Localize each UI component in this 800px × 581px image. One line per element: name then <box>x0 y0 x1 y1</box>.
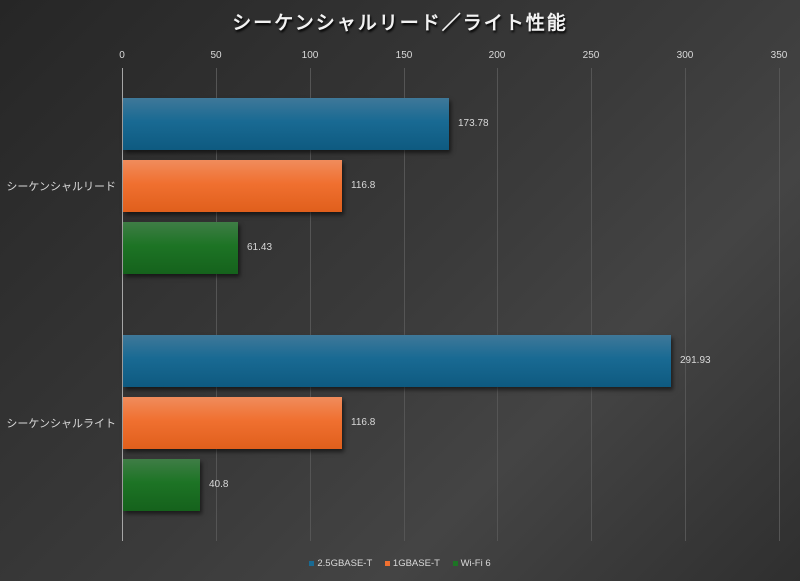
gridline <box>497 68 498 541</box>
x-tick-label: 0 <box>119 50 125 61</box>
bar-2-1 <box>123 459 200 511</box>
x-tick-label: 50 <box>210 50 222 61</box>
legend-swatch-icon <box>384 560 390 566</box>
category-label: シーケンシャルライト <box>6 417 116 430</box>
legend: 2.5GBASE-T 1GBASE-T Wi-Fi 6 <box>0 558 800 569</box>
legend-item-wifi6: Wi-Fi 6 <box>452 558 491 569</box>
data-label: 291.93 <box>680 355 711 366</box>
legend-label: 2.5GBASE-T <box>317 558 373 569</box>
data-label: 116.8 <box>351 180 376 191</box>
bar-0-1 <box>123 335 671 387</box>
value-axis-line <box>122 68 123 541</box>
x-tick-label: 100 <box>301 50 319 61</box>
data-label: 173.78 <box>458 118 489 129</box>
category-label: シーケンシャルリード <box>6 180 116 193</box>
x-tick-label: 300 <box>676 50 694 61</box>
data-label: 116.8 <box>351 417 376 428</box>
gridline <box>310 68 311 541</box>
chart-title: シーケンシャルリード／ライト性能 <box>232 12 568 34</box>
legend-swatch-icon <box>309 560 315 566</box>
bar-1-0 <box>123 160 342 212</box>
gridline <box>404 68 405 541</box>
legend-item-2-5gbase-t: 2.5GBASE-T <box>309 558 372 569</box>
x-tick-label: 350 <box>770 50 788 61</box>
bar-0-0 <box>123 98 449 150</box>
bar-1-1 <box>123 397 342 449</box>
data-label: 61.43 <box>247 242 273 253</box>
x-tick-label: 200 <box>488 50 506 61</box>
legend-item-1gbase-t: 1GBASE-T <box>384 558 440 569</box>
data-label: 40.8 <box>209 479 229 490</box>
bar-2-0 <box>123 222 238 274</box>
x-tick-label: 250 <box>582 50 600 61</box>
legend-label: Wi-Fi 6 <box>460 558 491 569</box>
gridline <box>685 68 686 541</box>
x-tick-label: 150 <box>395 50 413 61</box>
gridline <box>216 68 217 541</box>
legend-label: 1GBASE-T <box>392 558 440 569</box>
legend-swatch-icon <box>452 560 458 566</box>
gridline <box>779 68 780 541</box>
gridline <box>591 68 592 541</box>
